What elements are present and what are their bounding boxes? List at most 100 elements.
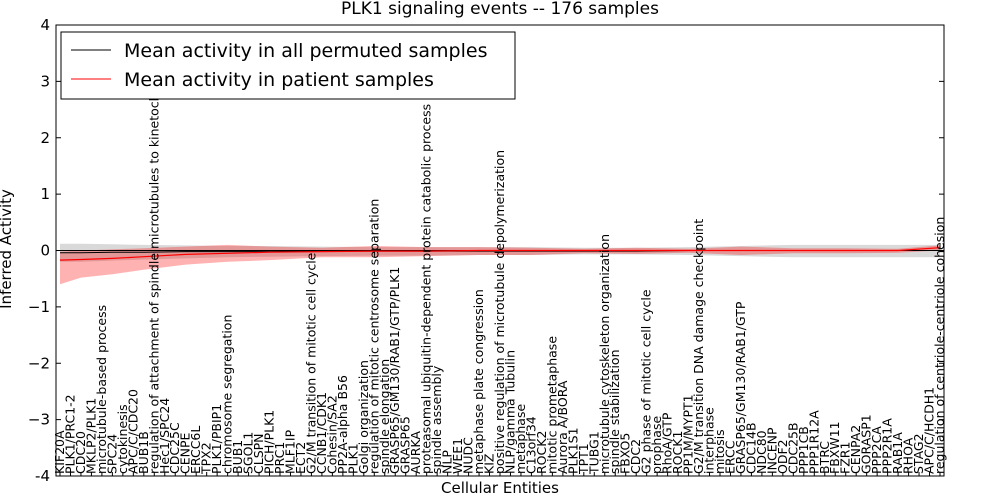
- band-permuted: [60, 243, 940, 262]
- x-tick-label: INCENP: [764, 427, 779, 474]
- x-tick-label: spindle assembly: [429, 365, 444, 474]
- plot-frame: [55, 24, 945, 477]
- x-tick-label: metaphase plate congression: [471, 289, 486, 474]
- x-tick-label: ERCC: [723, 440, 738, 474]
- x-tick-label: PP1M/MYPT1: [681, 394, 696, 474]
- x-tick-label: GRASP65: [398, 416, 413, 474]
- y-tick-label: 2: [40, 129, 50, 147]
- x-tick-label: G2/M transition DNA damage checkpoint: [691, 219, 706, 474]
- x-tick-label: PPP1R12A: [806, 410, 821, 474]
- x-tick-label: KIZ: [482, 454, 497, 474]
- x-tick-label: FBXW11: [827, 421, 842, 474]
- y-tick-label: 3: [40, 72, 50, 90]
- x-tick-label: chromosome segregation: [220, 315, 235, 474]
- x-tick-label: mitosis: [712, 429, 727, 474]
- x-tick-label: regulation of centriole-centriole cohesi…: [932, 217, 947, 474]
- y-tick-label: −1: [28, 298, 50, 316]
- x-tick-label: PLK1S1: [565, 427, 580, 474]
- y-axis-label: Inferred Activity: [0, 189, 15, 309]
- x-tick-label: cytokinesis: [115, 404, 130, 474]
- x-tick-label: CCNB1/CDK1: [314, 392, 329, 474]
- x-tick-label: regulation of mitotic centrosome separat…: [366, 199, 381, 474]
- x-tick-label: NLP: [440, 450, 455, 474]
- y-tick-label: 0: [40, 242, 50, 260]
- x-tick-label: FZR1: [838, 442, 853, 474]
- x-tick-label: interphase: [702, 407, 717, 474]
- band-patient: [60, 244, 940, 285]
- y-tick-label: −2: [28, 354, 50, 372]
- y-tick-label: -4: [35, 467, 50, 485]
- x-tick-label: NLP/gamma Tubulin: [503, 350, 518, 474]
- x-tick-label: CDC14B: [743, 422, 758, 474]
- x-tick-label: BUB1B: [136, 431, 151, 474]
- x-tick-label: PLK1/PRC1-2: [63, 394, 78, 474]
- x-tick-label: microtubule cytoskeleton organization: [597, 234, 612, 474]
- x-tick-label: BUB1: [230, 440, 245, 474]
- x-tick-label: TPX2: [199, 442, 214, 475]
- x-tick-label: spindle elongation: [377, 359, 392, 474]
- x-tick-label: AURKA: [408, 431, 423, 474]
- x-tick-label: PICH/PLK1: [262, 410, 277, 474]
- x-tick-label: RhoA/GTP: [660, 412, 675, 474]
- y-tick-label: −3: [28, 411, 50, 429]
- x-tick-label: TUBG1: [586, 431, 601, 475]
- x-tick-label: spindle stabilization: [607, 349, 622, 474]
- line-patient: [59, 247, 941, 261]
- x-tick-label: microtubule-based process: [94, 305, 109, 474]
- x-tick-label: PRC1: [272, 442, 287, 474]
- x-tick-label: PPP2CA: [869, 426, 884, 474]
- y-tick-label: 4: [40, 16, 50, 34]
- x-tick-label: CDC2: [628, 439, 643, 474]
- x-tick-label: MLF1IP: [283, 429, 298, 474]
- confidence-bands: [60, 243, 940, 285]
- x-tick-label: Cohesin/SA2: [324, 395, 339, 474]
- x-tick-label: PPP1CB: [796, 426, 811, 474]
- x-tick-label: G2 phase of mitotic cell cycle: [639, 289, 654, 474]
- x-tick-label: PLK1/PBIP1: [209, 404, 224, 474]
- x-tick-label: PP2A-alpha B56: [335, 375, 350, 474]
- x-tick-label: metaphase: [513, 404, 528, 474]
- x-tick-label: APC/C/HCDH1: [922, 387, 937, 474]
- x-tick-label: APC/C/CDC20: [125, 389, 140, 474]
- x-tick-label: GORASP1: [859, 414, 874, 474]
- x-tick-label: proteasomal ubiquitin-dependent protein …: [419, 104, 434, 474]
- series-lines: [56, 247, 944, 261]
- x-tick-label: CDC25C: [167, 422, 182, 474]
- x-tick-label: positive regulation of microtubule depol…: [492, 150, 507, 474]
- x-tick-label: ODF2: [775, 439, 790, 474]
- x-tick-label: CLSPN: [251, 433, 266, 474]
- x-tick-label: TPT1: [576, 443, 591, 475]
- x-tick-label: GRASP65/GM130/RAB1/GTP: [733, 301, 748, 474]
- x-tick-label: ECT2: [293, 442, 308, 474]
- x-tick-label: SGOL1: [241, 432, 256, 474]
- x-tick-label: WEE1: [450, 438, 465, 474]
- chart-title: PLK1 signaling events -- 176 samples: [341, 0, 659, 19]
- x-tick-label: PPP2R1A: [880, 418, 895, 474]
- x-tick-label: ROCK1: [670, 431, 685, 474]
- x-tick-label: CENPE: [178, 432, 193, 474]
- x-tick-label: mitotic prometaphase: [544, 336, 559, 474]
- x-tick-label: CENPA2: [848, 425, 863, 474]
- x-tick-label: GRASP65/GM130/RAB1/GTP/PLK1: [387, 267, 402, 474]
- x-tick-label: prophase: [649, 416, 664, 474]
- x-tick-label: NUDC: [461, 437, 476, 474]
- legend-label-permuted: Mean activity in all permuted samples: [124, 40, 487, 62]
- x-tick-label: regulation of attachment of spindle micr…: [146, 73, 161, 474]
- x-tick-label: FBXO5: [618, 433, 633, 474]
- x-tick-label: RHOA: [901, 437, 916, 474]
- x-tick-label: BTRC: [817, 441, 832, 474]
- x-tick-label: STAG2: [911, 433, 926, 474]
- x-tick-labels: KIF20APLK1/PRC1-2CDC20MKLP2/PLK1microtub…: [52, 73, 947, 476]
- x-tick-label: RAB1A: [890, 432, 905, 474]
- x-tick-label: Golgi organization: [356, 360, 371, 474]
- x-tick-label: NDC80: [754, 430, 769, 474]
- x-axis-label: Cellular Entities: [441, 479, 559, 497]
- legend-box: [60, 31, 516, 100]
- x-tick-label: MKLP2/PLK1: [83, 398, 98, 474]
- y-tick-label: 1: [40, 185, 50, 203]
- x-tick-label: Hec1/SPC24: [157, 398, 172, 474]
- x-tick-label: CDC20: [73, 431, 88, 474]
- x-tick-label: PLK1: [345, 443, 360, 474]
- x-tick-label: ERCC6L: [188, 426, 203, 474]
